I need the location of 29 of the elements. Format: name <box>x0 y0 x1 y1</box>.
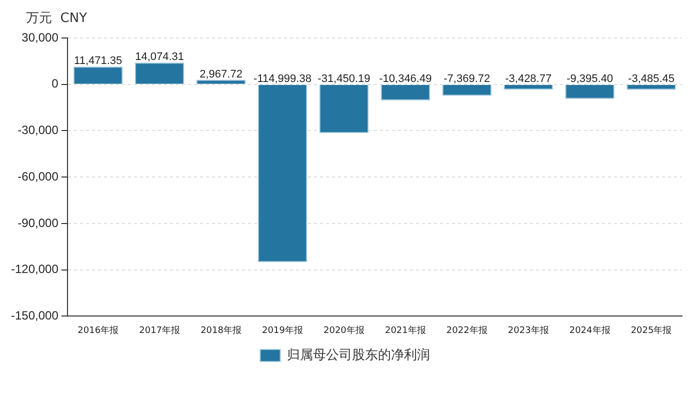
data-label: -3,428.77 <box>505 72 552 85</box>
data-label: 2,967.72 <box>200 68 242 80</box>
x-tick-label: 2023年报 <box>508 324 549 336</box>
x-tick-label: 2025年报 <box>630 324 672 336</box>
x-tick-label: 2022年报 <box>446 324 488 336</box>
data-label: -114,999.38 <box>254 72 312 85</box>
data-label: -7,369.72 <box>444 72 490 85</box>
data-label: -3,485.45 <box>628 72 675 85</box>
x-tick-label: 2016年报 <box>78 324 119 336</box>
y-tick-label: -30,000 <box>18 123 59 138</box>
data-label: 11,471.35 <box>74 55 122 68</box>
y-tick-label: -90,000 <box>18 216 59 230</box>
y-tick-label: -60,000 <box>18 169 59 184</box>
x-tick-label: 2021年报 <box>384 324 426 336</box>
y-tick-label: -150,000 <box>11 308 59 323</box>
y-tick-label: 0 <box>52 76 59 91</box>
data-label: -9,395.40 <box>566 72 614 85</box>
x-tick-label: 2024年报 <box>569 324 610 336</box>
y-axis-title: 万元 CNY <box>26 10 88 26</box>
x-tick-label: 2018年报 <box>200 324 242 336</box>
x-tick-label: 2019年报 <box>262 324 303 336</box>
data-label: -31,450.19 <box>318 72 370 85</box>
x-tick-label: 2020年报 <box>324 324 364 336</box>
data-label: 14,074.31 <box>135 51 184 64</box>
x-tick-label: 2017年报 <box>139 324 180 336</box>
y-tick-label: 30,000 <box>22 30 59 44</box>
y-tick-label: -120,000 <box>11 262 59 276</box>
legend-label: 归属母公司股东的净利润 <box>286 348 430 363</box>
data-label: -10,346.49 <box>379 72 432 85</box>
